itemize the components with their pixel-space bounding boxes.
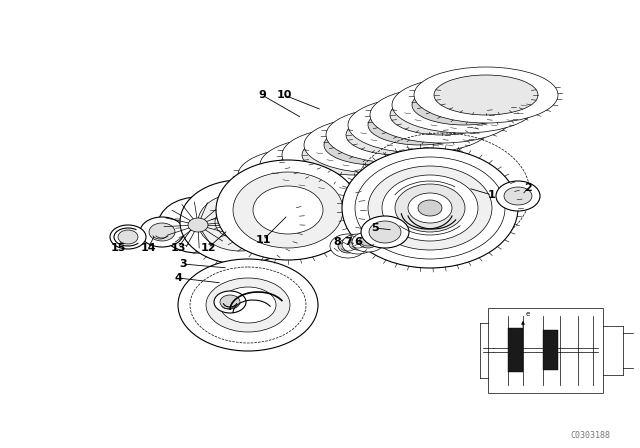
Bar (488, 308, 603, 393)
Ellipse shape (220, 287, 276, 323)
Ellipse shape (188, 218, 208, 232)
Ellipse shape (158, 197, 238, 253)
Ellipse shape (346, 115, 450, 155)
Ellipse shape (369, 221, 401, 243)
Text: 3: 3 (179, 259, 187, 269)
Ellipse shape (280, 145, 384, 185)
Ellipse shape (348, 97, 492, 153)
Text: 14: 14 (140, 243, 156, 253)
Ellipse shape (206, 278, 290, 332)
Bar (508, 328, 523, 372)
Ellipse shape (414, 67, 558, 123)
Ellipse shape (434, 75, 538, 115)
Ellipse shape (359, 236, 377, 248)
Text: 15: 15 (110, 243, 125, 253)
Ellipse shape (496, 181, 540, 211)
Ellipse shape (370, 87, 514, 143)
Ellipse shape (149, 223, 175, 241)
Ellipse shape (418, 200, 442, 216)
Text: 2: 2 (524, 183, 532, 193)
Bar (543, 330, 558, 370)
Ellipse shape (504, 187, 532, 205)
Ellipse shape (302, 135, 406, 175)
Text: 13: 13 (170, 243, 186, 253)
Ellipse shape (338, 239, 358, 253)
Ellipse shape (215, 205, 265, 239)
Ellipse shape (368, 105, 472, 145)
Ellipse shape (220, 295, 240, 309)
Ellipse shape (198, 193, 282, 251)
Text: 6: 6 (354, 237, 362, 247)
Text: 11: 11 (255, 235, 271, 245)
Ellipse shape (368, 166, 492, 250)
Ellipse shape (342, 234, 374, 254)
Ellipse shape (412, 85, 516, 125)
Ellipse shape (408, 193, 452, 223)
Text: 9: 9 (258, 90, 266, 100)
Ellipse shape (253, 186, 323, 234)
Ellipse shape (260, 137, 404, 193)
Text: e: e (526, 311, 531, 317)
Ellipse shape (110, 225, 146, 249)
Ellipse shape (324, 125, 428, 165)
Text: 5: 5 (371, 223, 379, 233)
Ellipse shape (118, 230, 138, 244)
Ellipse shape (342, 148, 518, 268)
Ellipse shape (216, 160, 360, 260)
Ellipse shape (361, 216, 409, 248)
Ellipse shape (390, 95, 494, 135)
Ellipse shape (382, 175, 478, 241)
Ellipse shape (352, 232, 384, 252)
Text: C0303188: C0303188 (570, 431, 610, 439)
Ellipse shape (392, 77, 536, 133)
Ellipse shape (282, 127, 426, 183)
Ellipse shape (238, 147, 382, 203)
Ellipse shape (326, 107, 470, 163)
Ellipse shape (330, 234, 366, 258)
Ellipse shape (233, 172, 343, 248)
Ellipse shape (395, 184, 465, 232)
Ellipse shape (214, 291, 246, 313)
Text: 4: 4 (174, 273, 182, 283)
Text: 10: 10 (276, 90, 292, 100)
Text: 8: 8 (333, 237, 341, 247)
Ellipse shape (304, 117, 448, 173)
Text: 12: 12 (200, 243, 216, 253)
Ellipse shape (258, 155, 362, 195)
Ellipse shape (140, 217, 184, 247)
Ellipse shape (178, 259, 318, 351)
Text: 7: 7 (344, 237, 352, 247)
Ellipse shape (349, 238, 367, 250)
Text: 1: 1 (488, 190, 496, 200)
Ellipse shape (180, 180, 300, 264)
Ellipse shape (355, 157, 505, 259)
Ellipse shape (190, 267, 306, 343)
